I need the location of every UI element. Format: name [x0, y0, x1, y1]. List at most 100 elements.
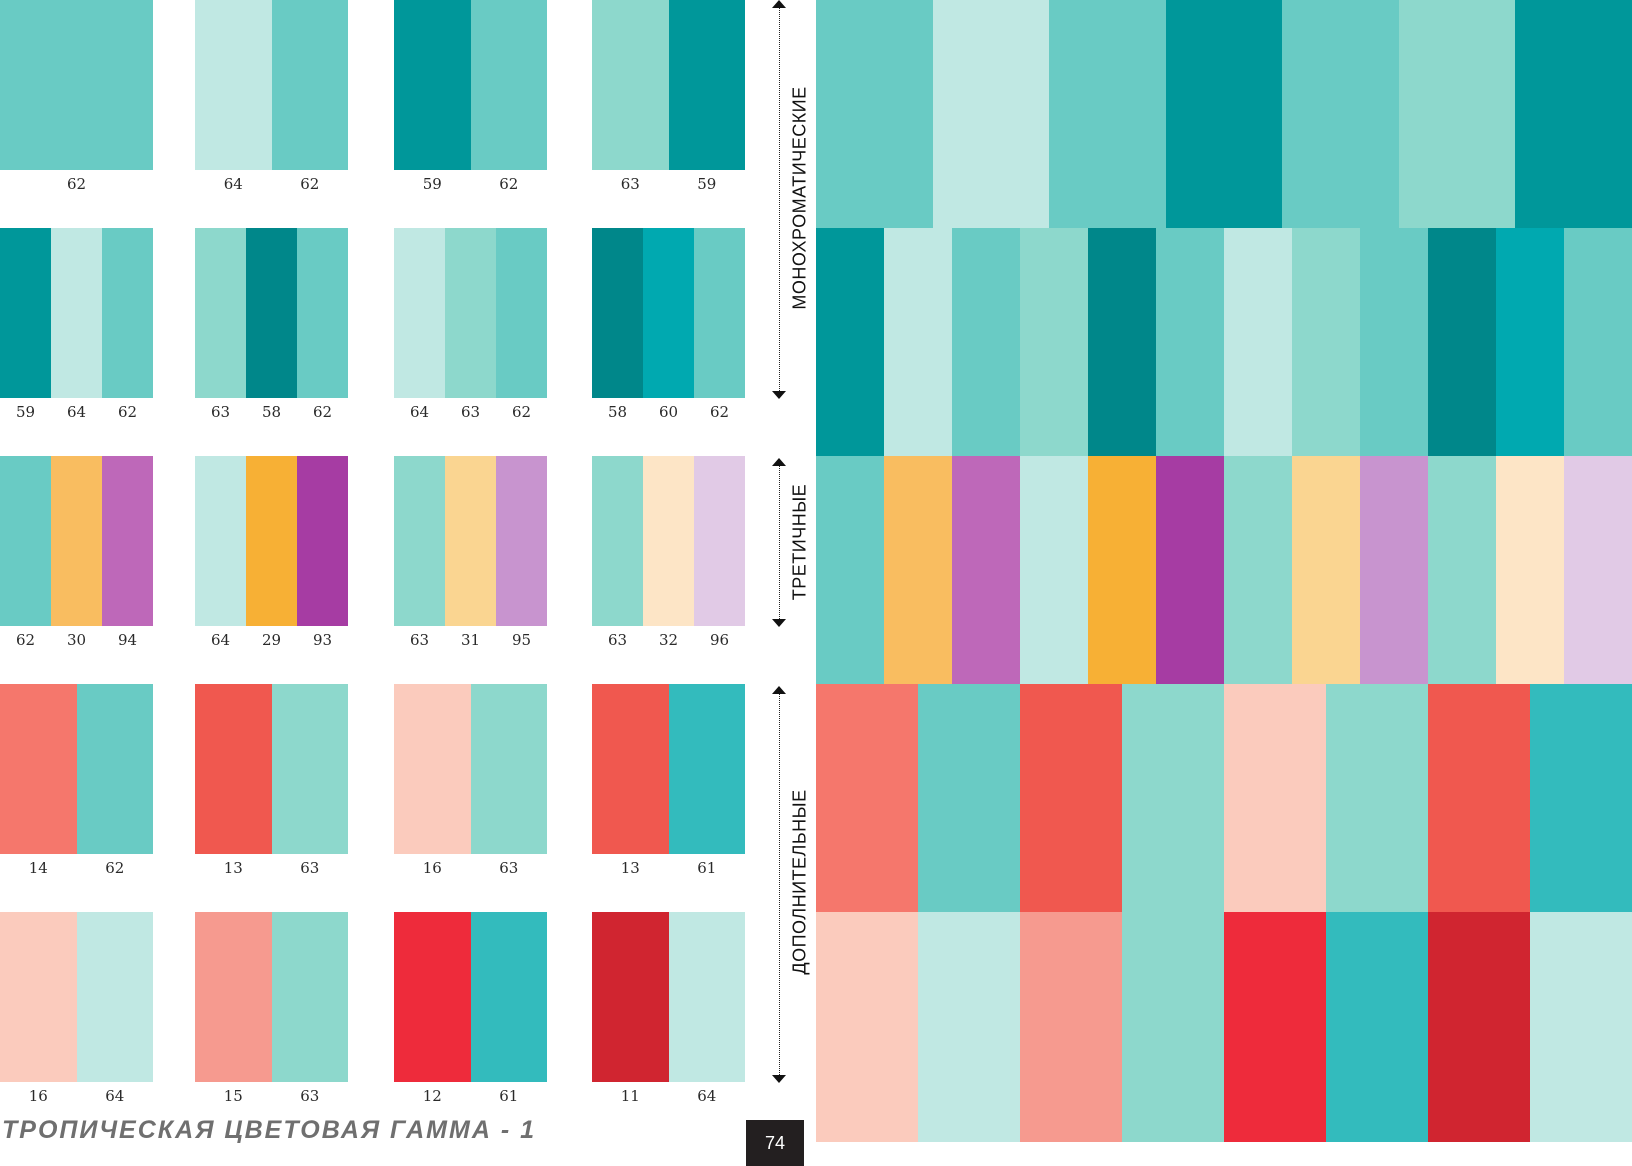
- palette-swatch: [0, 228, 153, 398]
- preview-color-band: [1224, 912, 1326, 1142]
- preview-color-band: [1122, 912, 1224, 1142]
- preview-color-band: [1530, 912, 1632, 1142]
- preview-color-band: [1165, 0, 1283, 228]
- color-code: 58: [261, 403, 282, 421]
- color-code-row: 62: [0, 174, 153, 194]
- color-code: 63: [300, 1087, 320, 1105]
- monochromatic-arrow-up-icon: [772, 0, 786, 8]
- color-code: 62: [709, 403, 730, 421]
- preview-row: [816, 684, 1632, 912]
- color-chip: [643, 228, 694, 398]
- color-code: 62: [66, 175, 87, 193]
- color-code: 63: [607, 631, 628, 649]
- color-code: 64: [409, 403, 430, 421]
- preview-color-band: [952, 228, 1020, 456]
- preview-color-band: [884, 456, 952, 684]
- color-code: 64: [697, 1087, 717, 1105]
- color-code: 62: [312, 403, 333, 421]
- palette-swatch: [195, 912, 348, 1082]
- color-code: 64: [105, 1087, 125, 1105]
- preview-color-band: [1156, 228, 1224, 456]
- preview-color-band: [1020, 912, 1122, 1142]
- preview-color-band: [1282, 0, 1399, 228]
- color-code-row: 63 58 62: [195, 402, 348, 422]
- color-code: 15: [223, 1087, 243, 1105]
- color-code: 32: [658, 631, 679, 649]
- palette-swatch: [394, 912, 547, 1082]
- preview-color-band: [1564, 228, 1632, 456]
- preview-color-band: [1156, 456, 1224, 684]
- color-code-row: 63 32 96: [592, 630, 745, 650]
- preview-row: [816, 228, 1632, 456]
- color-code: 59: [697, 175, 717, 193]
- color-code: 63: [409, 631, 430, 649]
- preview-color-band: [1224, 228, 1292, 456]
- color-code-row: 12 61: [394, 1086, 547, 1106]
- color-code-row: 13 61: [592, 858, 745, 878]
- preview-color-band: [1564, 456, 1632, 684]
- color-chip: [297, 228, 348, 398]
- color-code: 64: [210, 631, 231, 649]
- color-chip: [0, 912, 77, 1082]
- color-code-row: 62 30 94: [0, 630, 153, 650]
- preview-color-band: [1292, 456, 1360, 684]
- preview-color-band: [1515, 0, 1632, 228]
- color-chip: [246, 456, 297, 626]
- color-code-row: 63 59: [592, 174, 745, 194]
- color-code: 62: [300, 175, 320, 193]
- color-chip: [592, 684, 669, 854]
- color-chip: [246, 228, 297, 398]
- preview-color-band: [1496, 228, 1564, 456]
- color-chip: [271, 912, 348, 1082]
- color-chip: [694, 456, 745, 626]
- color-code: 59: [15, 403, 36, 421]
- color-chip: [394, 228, 445, 398]
- color-chip: [102, 228, 153, 398]
- color-chip: [694, 228, 745, 398]
- palette-swatch: [195, 228, 348, 398]
- page-number: 74: [746, 1120, 804, 1166]
- color-code: 12: [422, 1087, 442, 1105]
- tertiary-section-rule: [779, 466, 780, 619]
- color-code: 29: [261, 631, 282, 649]
- color-code: 16: [422, 859, 442, 877]
- color-code-row: 59 64 62: [0, 402, 153, 422]
- preview-color-band: [1088, 228, 1156, 456]
- color-chip: [195, 912, 272, 1082]
- preview-color-band: [1428, 684, 1530, 912]
- color-chip: [668, 912, 745, 1082]
- preview-color-band: [1020, 456, 1088, 684]
- preview-row: [816, 912, 1632, 1142]
- color-chip: [496, 228, 547, 398]
- color-code: 62: [105, 859, 125, 877]
- color-code: 62: [511, 403, 532, 421]
- color-code: 30: [66, 631, 87, 649]
- palette-swatch: [195, 684, 348, 854]
- preview-color-band: [932, 0, 1050, 228]
- color-code: 63: [499, 859, 519, 877]
- color-code-row: 58 60 62: [592, 402, 745, 422]
- palette-swatch: [394, 228, 547, 398]
- color-chip: [195, 684, 272, 854]
- palette-swatch: [592, 456, 745, 626]
- color-code-row: 15 63: [195, 1086, 348, 1106]
- palette-swatch: [394, 684, 547, 854]
- preview-color-band: [1428, 912, 1530, 1142]
- preview-color-band: [816, 684, 918, 912]
- color-code-row: 63 31 95: [394, 630, 547, 650]
- page-title: ТРОПИЧЕСКАЯ ЦВЕТОВАЯ ГАММА - 1: [2, 1116, 536, 1144]
- color-chip: [195, 456, 246, 626]
- preview-color-band: [1049, 0, 1166, 228]
- preview-row: [816, 456, 1632, 684]
- preview-color-band: [952, 456, 1020, 684]
- color-chip: [394, 456, 445, 626]
- color-code: 62: [117, 403, 138, 421]
- preview-color-band: [1398, 0, 1516, 228]
- palette-swatch: [592, 912, 745, 1082]
- color-code: 60: [658, 403, 679, 421]
- color-chip: [470, 684, 547, 854]
- preview-color-band: [1496, 456, 1564, 684]
- color-code: 63: [300, 859, 320, 877]
- palette-swatch: [0, 684, 153, 854]
- preview-color-band: [1360, 228, 1428, 456]
